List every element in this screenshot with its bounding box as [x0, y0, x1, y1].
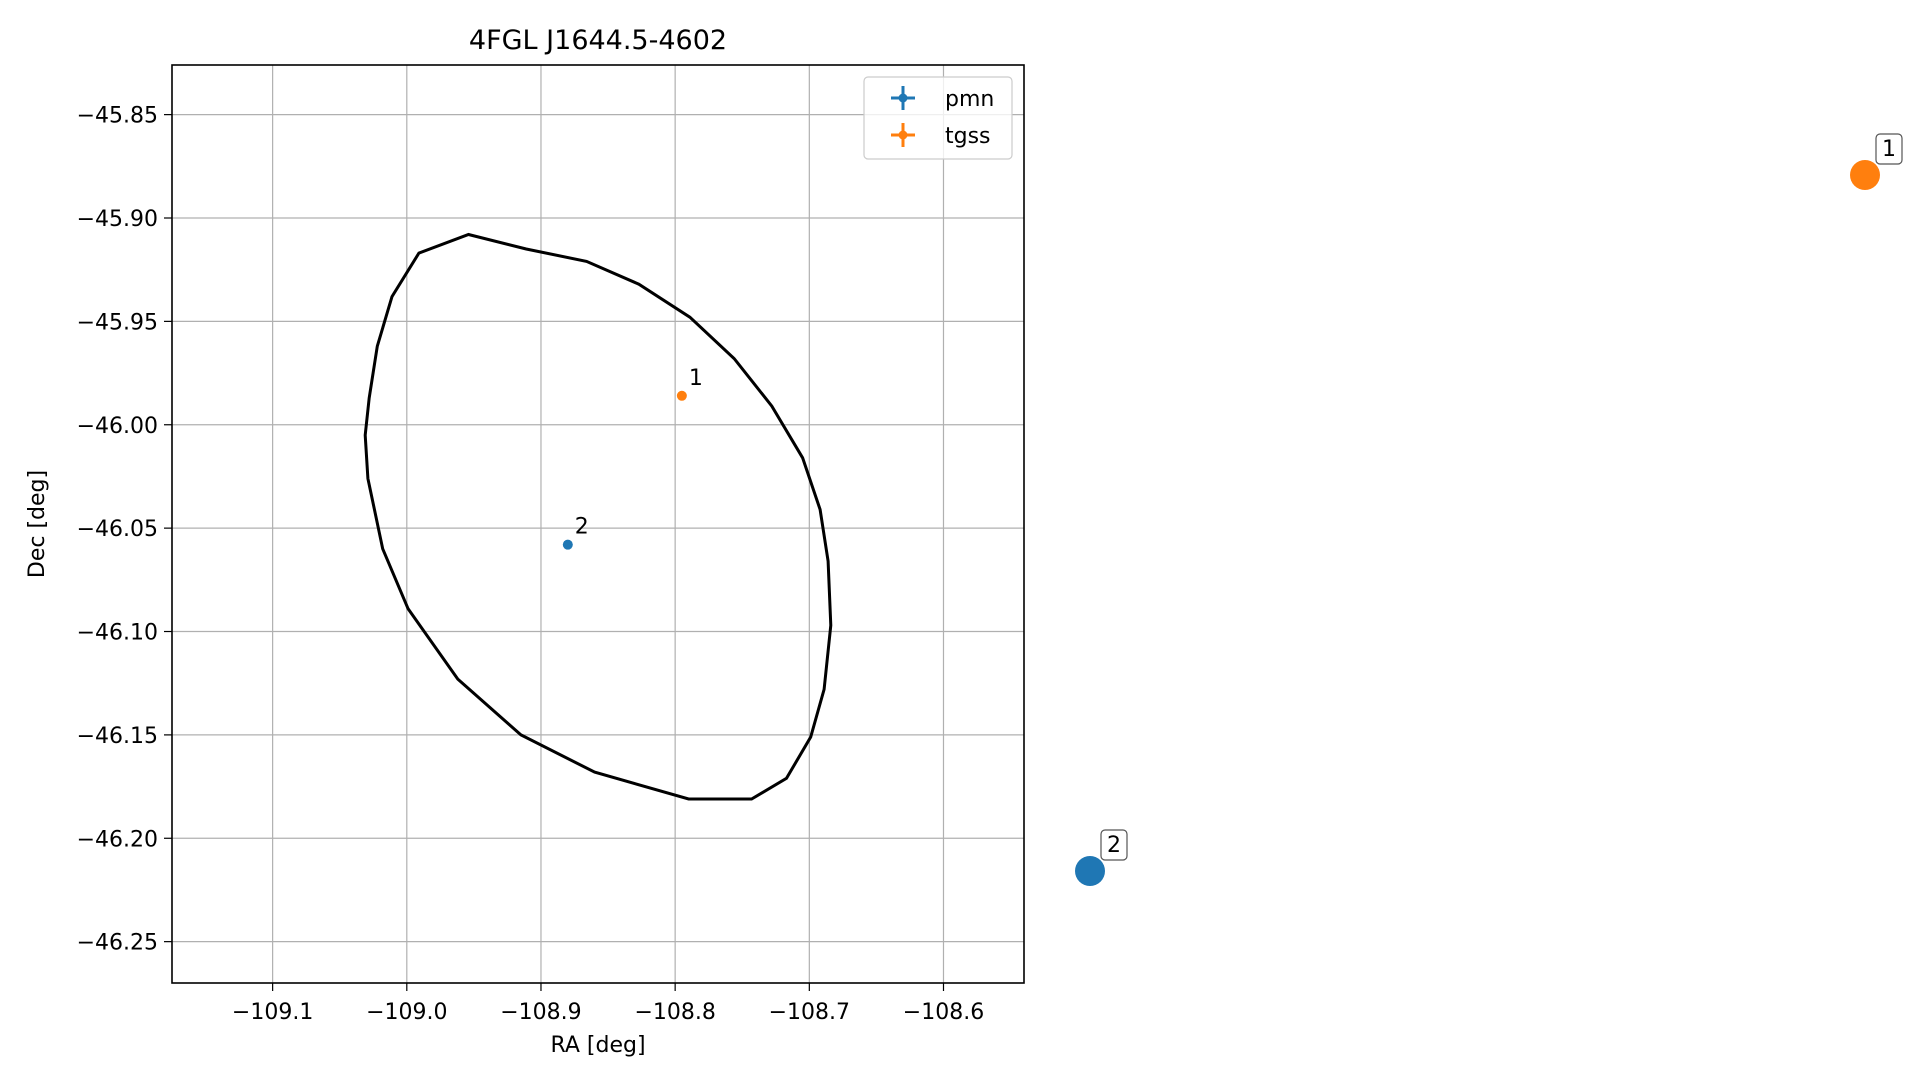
x-axis-label: RA [deg] — [550, 1033, 645, 1058]
legend: pmn tgss — [863, 76, 1013, 160]
legend-marker-tgss-dot — [898, 130, 908, 140]
point-label: 1 — [689, 366, 703, 391]
y-tick-label: −46.15 — [77, 724, 158, 749]
y-axis-label: Dec [deg] — [25, 470, 50, 578]
side-marker-label-box — [1875, 133, 1903, 165]
side-marker-label: 1 — [1882, 137, 1896, 162]
data-points: 21 — [562, 366, 703, 550]
y-tick-label: −46.05 — [77, 517, 158, 542]
y-tick-label: −45.85 — [77, 104, 158, 129]
point-pmn — [562, 539, 573, 550]
y-axis-ticks: −45.85 −45.90 −45.95 −46.00 −46.05 −46.10 −46.… — [77, 104, 172, 956]
y-tick-label: −45.95 — [77, 310, 158, 335]
legend-entries: pmn tgss — [891, 86, 994, 149]
grid — [172, 65, 1024, 983]
plot-area-frame — [171, 64, 1025, 984]
x-tick-label: −108.8 — [634, 1000, 715, 1025]
y-tick-label: −46.00 — [77, 414, 158, 439]
point-label: 2 — [575, 515, 589, 540]
y-tick-label: −46.10 — [77, 621, 158, 646]
side-marker-2 — [1075, 856, 1105, 886]
x-tick-label: −108.9 — [500, 1000, 581, 1025]
localization-ellipse — [363, 232, 833, 801]
side-marker-label-box — [1100, 829, 1128, 861]
side-markers: 12 — [1075, 133, 1903, 886]
x-tick-label: −108.6 — [903, 1000, 984, 1025]
y-tick-label: −45.90 — [77, 207, 158, 232]
side-marker-label: 2 — [1107, 833, 1121, 858]
legend-label-tgss: tgss — [945, 124, 991, 149]
point-tgss — [676, 390, 687, 401]
legend-marker-pmn-dot — [898, 93, 908, 103]
x-tick-label: −108.7 — [769, 1000, 850, 1025]
x-tick-label: −109.0 — [366, 1000, 447, 1025]
x-tick-label: −109.1 — [232, 1000, 313, 1025]
y-tick-label: −46.20 — [77, 827, 158, 852]
x-axis-ticks: −109.1 −109.0 −108.9 −108.8 −108.7 −108.6 — [232, 983, 984, 1025]
legend-label-pmn: pmn — [945, 87, 994, 112]
side-marker-1 — [1850, 160, 1880, 190]
chart-title: 4FGL J1644.5-4602 — [469, 25, 727, 56]
y-tick-label: −46.25 — [77, 931, 158, 956]
